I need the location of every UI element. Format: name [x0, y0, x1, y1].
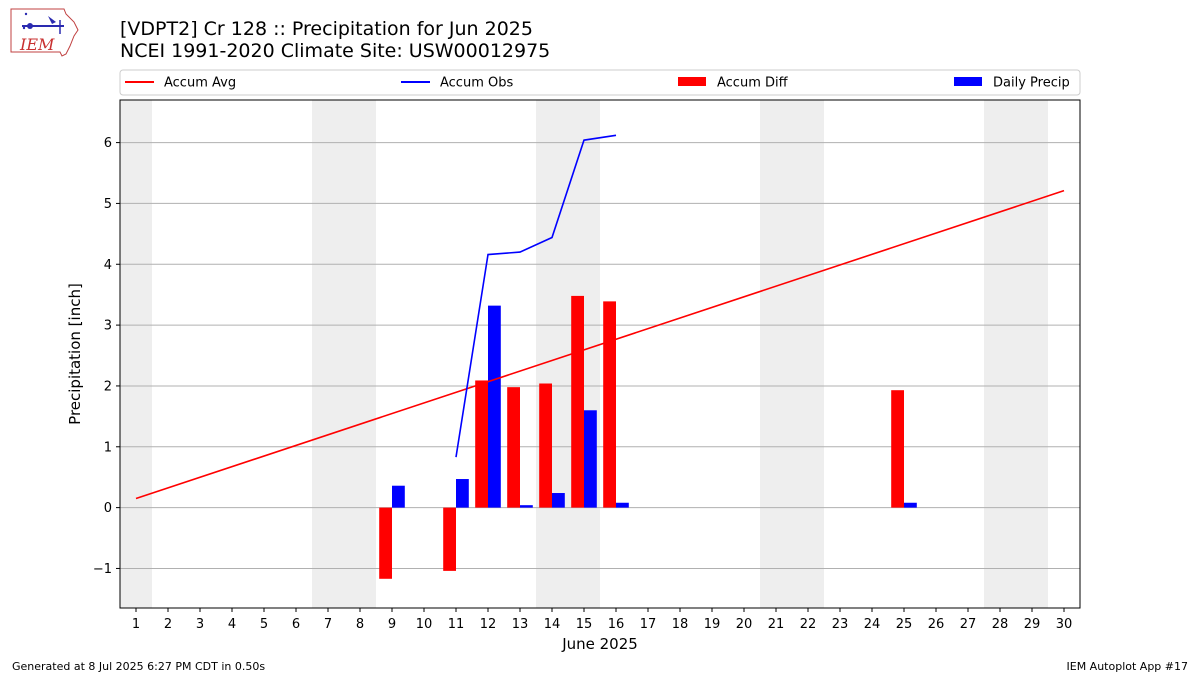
x-tick-label: 23 [832, 617, 849, 632]
weekend-band [312, 100, 376, 608]
iem-logo: IEM [10, 8, 79, 57]
legend-label: Daily Precip [993, 76, 1070, 91]
legend-box [119, 69, 1081, 96]
legend-label: Accum Obs [440, 76, 513, 91]
weekend-band [760, 100, 824, 608]
y-tick-label: 5 [104, 197, 112, 212]
x-tick-label: 17 [640, 617, 657, 632]
x-tick-label: 8 [356, 617, 364, 632]
accum-diff-bar [603, 301, 616, 508]
x-tick-label: 13 [512, 617, 529, 632]
legend-swatch [678, 77, 706, 86]
app-label: IEM Autoplot App #17 [1066, 660, 1189, 673]
legend-item-daily-precip: Daily Precip [954, 76, 1070, 91]
accum-diff-bar [539, 383, 552, 508]
accum-diff-bar [443, 507, 456, 571]
y-tick-label: 0 [104, 501, 112, 516]
weekend-band [120, 100, 152, 608]
x-tick-label: 20 [736, 617, 753, 632]
y-tick-label: 3 [104, 319, 112, 334]
generated-timestamp: Generated at 8 Jul 2025 6:27 PM CDT in 0… [12, 660, 266, 673]
x-tick-label: 29 [1024, 617, 1041, 632]
x-tick-label: 9 [388, 617, 396, 632]
x-tick-label: 1 [132, 617, 140, 632]
legend-label: Accum Diff [717, 76, 789, 91]
logo-text: IEM [19, 35, 55, 54]
chart-title: [VDPT2] Cr 128 :: Precipitation for Jun … [120, 18, 533, 40]
x-tick-label: 15 [576, 617, 593, 632]
weekend-bands [120, 100, 1048, 608]
accum-diff-bar [379, 507, 392, 579]
x-tick-label: 2 [164, 617, 172, 632]
chart-subtitle: NCEI 1991-2020 Climate Site: USW00012975 [120, 40, 551, 62]
daily-precip-bar [904, 502, 917, 508]
daily-precip-bar [616, 502, 629, 508]
iowa-state-outline [10, 8, 79, 57]
x-tick-label: 10 [416, 617, 433, 632]
x-tick-label: 12 [480, 617, 497, 632]
weekend-band [536, 100, 600, 608]
legend-item-accum-obs: Accum Obs [401, 76, 513, 91]
accum-diff-bar [891, 390, 904, 508]
daily-precip-bar [488, 305, 501, 508]
y-axis-ticks: −1 0 1 2 3 4 5 6 [93, 136, 120, 577]
x-tick-label: 28 [992, 617, 1009, 632]
legend-item-accum-avg: Accum Avg [125, 76, 236, 91]
x-tick-label: 16 [608, 617, 625, 632]
daily-precip-bar [392, 485, 405, 508]
accum-diff-bar [507, 387, 520, 508]
y-tick-label: 1 [104, 440, 112, 455]
y-tick-label: −1 [93, 562, 112, 577]
accum-avg-line [135, 189, 1065, 500]
x-tick-label: 22 [800, 617, 817, 632]
y-tick-label: 4 [104, 258, 112, 273]
x-tick-label: 7 [324, 617, 332, 632]
accum-obs-line [455, 134, 617, 458]
x-tick-label: 24 [864, 617, 881, 632]
x-tick-label: 30 [1056, 617, 1073, 632]
x-tick-label: 19 [704, 617, 721, 632]
x-tick-label: 14 [544, 617, 561, 632]
gridlines [120, 142, 1080, 569]
daily-precip-bar [584, 410, 597, 508]
x-tick-label: 6 [292, 617, 300, 632]
y-axis-label: Precipitation [inch] [66, 283, 84, 425]
y-tick-label: 2 [104, 379, 112, 394]
x-tick-label: 4 [228, 617, 236, 632]
x-tick-label: 21 [768, 617, 785, 632]
x-tick-label: 5 [260, 617, 268, 632]
x-axis-ticks: 1 2 3 4 5 6 7 8 9 10 11 12 13 14 15 16 17 18 19 20 21 22 23 24 2… [132, 608, 1072, 632]
daily-precip-bar [520, 505, 533, 508]
plot-frame [119, 99, 1081, 609]
weekend-band [984, 100, 1048, 608]
x-tick-label: 18 [672, 617, 689, 632]
accum-diff-bar [475, 380, 488, 508]
x-tick-label: 25 [896, 617, 913, 632]
plot-border [119, 99, 1081, 609]
daily-precip-bar [456, 479, 469, 508]
bars [379, 295, 917, 579]
x-tick-label: 26 [928, 617, 945, 632]
legend: Accum Avg Accum Obs Accum Diff Daily Precip [119, 69, 1081, 96]
legend-swatch [954, 77, 982, 86]
x-tick-label: 3 [196, 617, 204, 632]
x-axis-label: June 2025 [561, 635, 638, 653]
daily-precip-bar [552, 493, 565, 508]
x-tick-label: 11 [448, 617, 465, 632]
x-tick-label: 27 [960, 617, 977, 632]
accum-diff-bar [571, 295, 584, 508]
y-tick-label: 6 [104, 136, 112, 151]
legend-item-accum-diff: Accum Diff [678, 76, 789, 91]
series-lines [135, 134, 1065, 500]
legend-label: Accum Avg [164, 76, 236, 91]
